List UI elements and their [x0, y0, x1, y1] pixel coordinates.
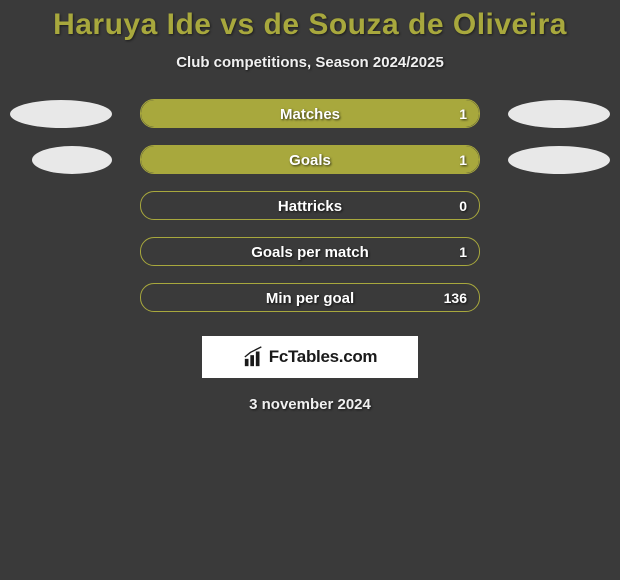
stat-bar: Goals1	[140, 145, 480, 174]
stat-row: Min per goal136	[0, 283, 620, 312]
stat-value: 1	[459, 146, 467, 174]
logo-box: FcTables.com	[202, 336, 418, 378]
ellipse-right	[508, 100, 610, 128]
chart-icon	[243, 346, 265, 368]
ellipse-right	[508, 146, 610, 174]
page-title: Haruya Ide vs de Souza de Oliveira	[0, 8, 620, 42]
stat-bar: Matches1	[140, 99, 480, 128]
stat-row: Goals per match1	[0, 237, 620, 266]
ellipse-left	[10, 100, 112, 128]
stat-value: 136	[444, 284, 467, 312]
stat-bar: Hattricks0	[140, 191, 480, 220]
stat-label: Hattricks	[141, 192, 479, 220]
stat-bar: Min per goal136	[140, 283, 480, 312]
ellipse-left	[32, 146, 112, 174]
stat-value: 1	[459, 100, 467, 128]
stat-label: Goals per match	[141, 238, 479, 266]
stat-label: Matches	[141, 100, 479, 128]
stat-row: Matches1	[0, 99, 620, 128]
stat-row: Hattricks0	[0, 191, 620, 220]
main-container: Haruya Ide vs de Souza de Oliveira Club …	[0, 0, 620, 413]
logo-text: FcTables.com	[269, 347, 378, 367]
stat-row: Goals1	[0, 145, 620, 174]
stat-bar: Goals per match1	[140, 237, 480, 266]
stat-label: Goals	[141, 146, 479, 174]
subtitle: Club competitions, Season 2024/2025	[0, 54, 620, 71]
date-text: 3 november 2024	[0, 396, 620, 413]
stats-area: Matches1Goals1Hattricks0Goals per match1…	[0, 99, 620, 312]
stat-label: Min per goal	[141, 284, 479, 312]
stat-value: 1	[459, 238, 467, 266]
stat-value: 0	[459, 192, 467, 220]
